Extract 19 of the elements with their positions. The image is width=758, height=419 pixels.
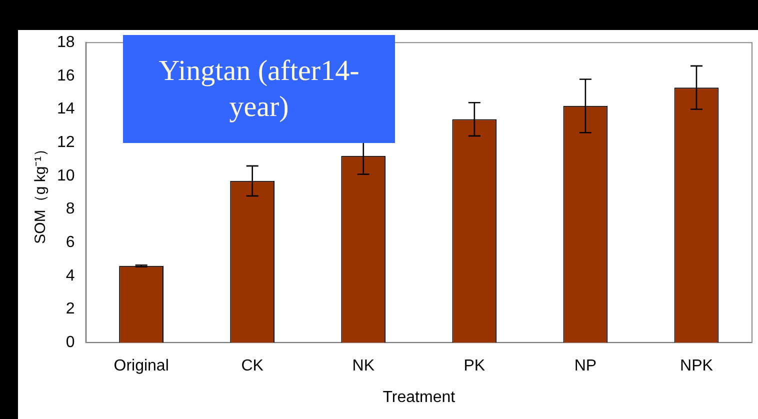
x-tick-label: NK	[352, 358, 375, 375]
y-tick-label: 0	[66, 334, 75, 352]
y-axis-title: SOM（g kg⁻¹）	[32, 141, 50, 244]
y-tick-label: 14	[57, 100, 75, 118]
y-tick-label: 10	[57, 167, 75, 184]
x-tick-label: Original	[114, 358, 169, 375]
y-tick-label: 4	[66, 267, 75, 284]
y-tick-label: 12	[57, 134, 75, 152]
x-axis-title: Treatment	[382, 388, 456, 406]
x-tick-label: NPK	[680, 358, 714, 375]
x-tick-label: PK	[464, 358, 486, 375]
y-tick-label: 18	[57, 34, 75, 52]
x-tick-label: CK	[241, 358, 264, 375]
y-tick-label: 8	[66, 200, 75, 218]
y-tick-label: 2	[66, 300, 75, 318]
y-tick-label: 6	[66, 234, 75, 252]
x-tick-label: NP	[574, 358, 597, 375]
y-tick-label: 16	[57, 67, 75, 84]
note-box: Yingtan (after14-year)	[123, 35, 395, 143]
